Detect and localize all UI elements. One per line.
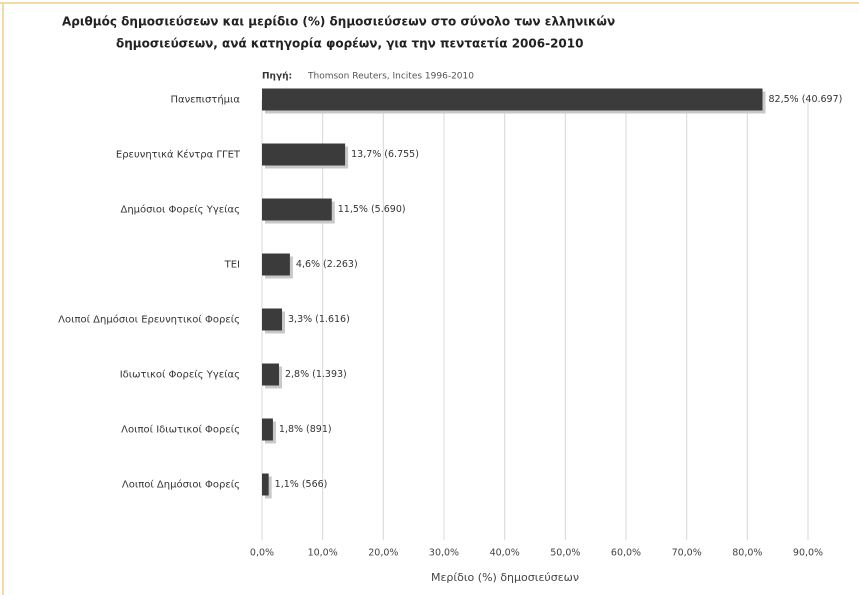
x-tick-label: 90,0% xyxy=(793,548,823,559)
x-tick-label: 10,0% xyxy=(308,548,338,559)
bar xyxy=(262,198,332,221)
x-tick-label: 40,0% xyxy=(490,548,520,559)
x-tick-label: 0,0% xyxy=(250,548,274,559)
bar xyxy=(262,418,273,441)
category-label: Πανεπιστήμια xyxy=(170,94,240,106)
x-tick-label: 60,0% xyxy=(611,548,641,559)
category-label: Λοιποί Ιδιωτικοί Φορείς xyxy=(121,424,240,436)
bar xyxy=(262,253,290,276)
value-label: 13,7% (6.755) xyxy=(351,149,419,160)
bar xyxy=(262,473,269,496)
value-label: 82,5% (40.697) xyxy=(769,94,843,105)
value-label: 11,5% (5.690) xyxy=(338,204,406,215)
x-tick-label: 80,0% xyxy=(732,548,762,559)
category-label: Ιδιωτικοί Φορείς Υγείας xyxy=(120,369,240,381)
chart-title: δημοσιεύσεων, ανά κατηγορία φορέων, για … xyxy=(116,37,583,51)
bar xyxy=(262,143,346,166)
x-tick-label: 20,0% xyxy=(368,548,398,559)
x-tick-label: 70,0% xyxy=(672,548,702,559)
x-tick-label: 30,0% xyxy=(429,548,459,559)
bar xyxy=(262,88,763,111)
x-axis-label: Μερίδιο (%) δημοσιεύσεων xyxy=(431,571,579,584)
x-tick-label: 50,0% xyxy=(550,548,580,559)
value-label: 3,3% (1.616) xyxy=(288,314,350,325)
bar xyxy=(262,363,279,386)
source-label: Πηγή: xyxy=(262,72,292,82)
value-label: 2,8% (1.393) xyxy=(285,369,347,380)
chart-title: Αριθμός δημοσιεύσεων και μερίδιο (%) δημ… xyxy=(62,15,615,29)
source: Thomson Reuters, Incites 1996-2010 xyxy=(307,72,474,82)
category-label: Ερευνητικά Κέντρα ΓΓΕΤ xyxy=(116,149,241,161)
value-label: 1,8% (891) xyxy=(279,424,332,435)
category-label: Λοιποί Δημόσιοι Φορείς xyxy=(122,479,240,491)
bar xyxy=(262,308,283,331)
category-label: Δημόσιοι Φορείς Υγείας xyxy=(120,204,240,216)
category-label: ΤΕΙ xyxy=(224,260,240,271)
value-label: 1,1% (566) xyxy=(275,479,328,490)
value-label: 4,6% (2.263) xyxy=(296,259,358,270)
category-label: Λοιποί Δημόσιοι Ερευνητικοί Φορείς xyxy=(58,314,240,326)
